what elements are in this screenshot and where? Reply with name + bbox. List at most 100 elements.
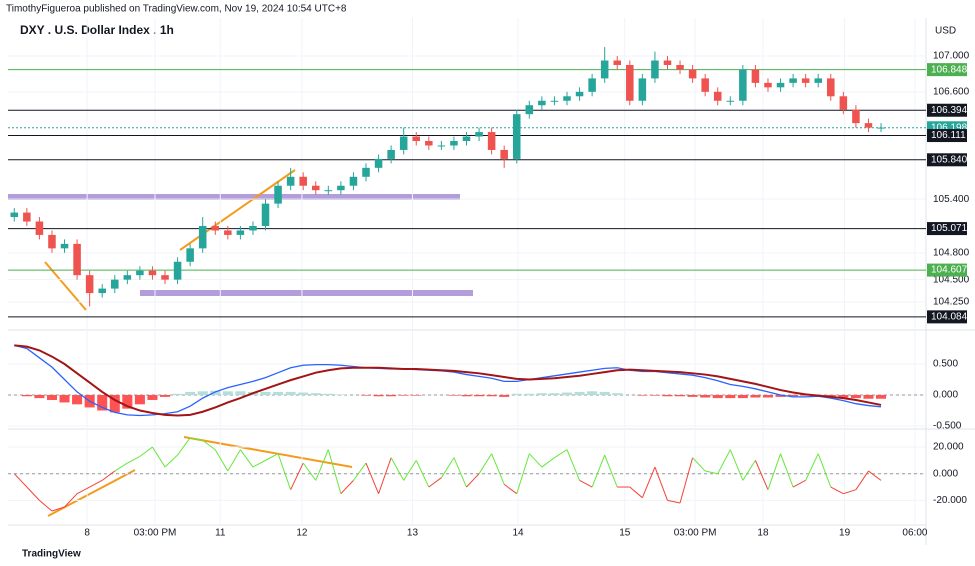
oscillator-line [302, 462, 317, 481]
candle-body [588, 78, 596, 92]
candle-body [827, 78, 835, 97]
candle-body [688, 69, 697, 79]
x-tick-label: 11 [215, 528, 226, 539]
histogram-bar [310, 393, 321, 396]
level-label-bg [927, 222, 967, 236]
y-tick-label: 0.000 [933, 468, 958, 479]
x-tick-label: 03:00 PM [134, 528, 177, 539]
candle-body [852, 109, 860, 124]
candle-body [600, 60, 609, 79]
oscillator-line [277, 453, 292, 490]
histogram-bar [649, 395, 660, 396]
oscillator-line [39, 499, 53, 512]
oscillator-line [101, 470, 116, 481]
oscillator-line [177, 437, 191, 456]
histogram-bar [863, 395, 874, 399]
x-tick-label: 12 [296, 528, 308, 539]
candle-body [462, 136, 471, 142]
oscillator-line [365, 462, 380, 494]
candle-body [286, 176, 295, 186]
oscillator-line [729, 449, 744, 481]
histogram-bar [474, 395, 485, 397]
histogram-bar [222, 391, 233, 396]
histogram-bar [536, 393, 547, 396]
oscillator-line [265, 453, 279, 461]
histogram-bar [511, 393, 522, 396]
oscillator-line [503, 483, 518, 495]
candle-body [374, 158, 383, 168]
oscillator-line [64, 493, 78, 508]
candle-body [249, 225, 257, 231]
candle-body [198, 225, 207, 249]
oscillator-line [667, 499, 681, 504]
histogram-bar [273, 391, 284, 396]
oscillator-line [717, 449, 731, 474]
candle-body [563, 96, 571, 101]
y-tick-label: 104.250 [933, 297, 970, 308]
histogram-bar [159, 395, 171, 397]
level-label: 105.071 [931, 223, 968, 234]
oscillator-line [440, 457, 455, 478]
oscillator-line [830, 486, 844, 495]
x-tick-label: 15 [619, 528, 631, 539]
candle-body [676, 64, 684, 70]
candle-body [48, 234, 56, 249]
currency: USD [935, 26, 956, 37]
candle-body [877, 127, 885, 129]
level-label: 106.111 [931, 130, 966, 141]
candle-body [387, 149, 395, 159]
histogram-bar [486, 395, 497, 397]
candle-body [412, 136, 421, 142]
y-tick-label: 104.500 [933, 274, 970, 285]
level-label-bg [927, 310, 967, 324]
histogram-bar [448, 395, 459, 396]
histogram-bar [737, 395, 748, 399]
y-tick-label: -20.000 [933, 495, 967, 506]
histogram-bar [850, 395, 861, 399]
level-label: 104.084 [931, 312, 968, 323]
oscillator-line [403, 460, 417, 481]
candle-body [186, 248, 194, 262]
footer: TradingView [22, 549, 81, 560]
candle-body [349, 176, 358, 186]
oscillator-line [290, 462, 304, 490]
candle-body [525, 105, 534, 115]
oscillator-line [353, 462, 367, 481]
histogram-bar [725, 395, 736, 399]
level-label: 106.848 [931, 64, 968, 75]
candle-body [864, 123, 873, 128]
histogram-bar [549, 393, 560, 396]
oscillator-line [566, 449, 581, 481]
candle-body [311, 185, 320, 191]
histogram-bar [46, 395, 57, 400]
candle-body [10, 212, 19, 218]
oscillator-line [340, 480, 354, 495]
plot: 8 03:00 PM 11 12 13 14 15 03:00 PM 18 19 06:00 107.… [8, 18, 970, 539]
histogram-bar [260, 391, 271, 396]
candle-body [98, 288, 106, 294]
oscillator-line [190, 437, 203, 441]
oscillator-line [202, 439, 216, 451]
histogram-bar [712, 395, 723, 399]
histogram-bar [97, 395, 108, 411]
level-label: 105.840 [931, 154, 968, 165]
oscillator-line [127, 455, 141, 464]
oscillator-line [478, 453, 493, 474]
candle-body [626, 64, 634, 101]
histogram-bar [612, 393, 623, 396]
histogram-bar [587, 391, 598, 396]
oscillator-line [780, 453, 794, 488]
oscillator-line [51, 506, 65, 512]
candle-body [500, 149, 508, 159]
candle-body [801, 78, 810, 83]
oscillator-line [541, 457, 555, 468]
candle-body [475, 132, 483, 137]
oscillator-line [239, 449, 254, 468]
oscillator-line [390, 457, 405, 481]
macd-line [14, 344, 882, 417]
candle-body [726, 100, 735, 102]
candle-body [437, 145, 446, 147]
candle-body [575, 91, 584, 97]
candle-body [274, 185, 282, 204]
candle-body [324, 190, 333, 192]
